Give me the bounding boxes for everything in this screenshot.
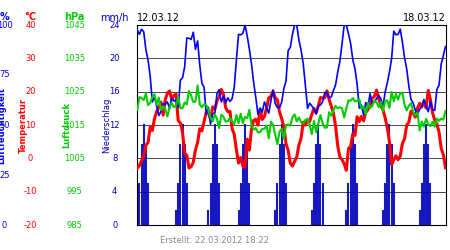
Text: -20: -20 — [24, 220, 37, 230]
Text: Luftdruck: Luftdruck — [62, 102, 71, 148]
Text: 24: 24 — [109, 20, 120, 30]
Text: 1015: 1015 — [64, 120, 85, 130]
Text: 1035: 1035 — [64, 54, 85, 63]
Text: 0: 0 — [112, 220, 117, 230]
Text: °C: °C — [25, 12, 36, 22]
Text: Temperatur: Temperatur — [19, 98, 28, 152]
Text: -10: -10 — [24, 187, 37, 196]
Text: 25: 25 — [0, 170, 10, 179]
Text: 0: 0 — [28, 154, 33, 163]
Text: 20: 20 — [25, 87, 36, 96]
Text: 4: 4 — [112, 187, 117, 196]
Text: 985: 985 — [66, 220, 82, 230]
Text: Luftfeuchtigkeit: Luftfeuchtigkeit — [0, 86, 6, 164]
Text: 995: 995 — [67, 187, 82, 196]
Text: 16: 16 — [109, 87, 120, 96]
Text: 1005: 1005 — [64, 154, 85, 163]
Text: Niederschlag: Niederschlag — [102, 97, 111, 153]
Text: 12.03.12: 12.03.12 — [137, 13, 180, 23]
Text: Erstellt: 22.03.2012 18:22: Erstellt: 22.03.2012 18:22 — [160, 236, 269, 245]
Text: 10: 10 — [25, 120, 36, 130]
Text: 8: 8 — [112, 154, 117, 163]
Text: 40: 40 — [25, 20, 36, 30]
Text: 1045: 1045 — [64, 20, 85, 30]
Text: 1025: 1025 — [64, 87, 85, 96]
Text: 18.03.12: 18.03.12 — [403, 13, 446, 23]
Text: 50: 50 — [0, 120, 10, 130]
Text: 0: 0 — [2, 220, 7, 230]
Text: hPa: hPa — [64, 12, 85, 22]
Text: 75: 75 — [0, 70, 10, 80]
Text: 20: 20 — [109, 54, 120, 63]
Text: %: % — [0, 12, 9, 22]
Text: 30: 30 — [25, 54, 36, 63]
Text: 100: 100 — [0, 20, 13, 30]
Text: mm/h: mm/h — [100, 12, 129, 22]
Text: 12: 12 — [109, 120, 120, 130]
